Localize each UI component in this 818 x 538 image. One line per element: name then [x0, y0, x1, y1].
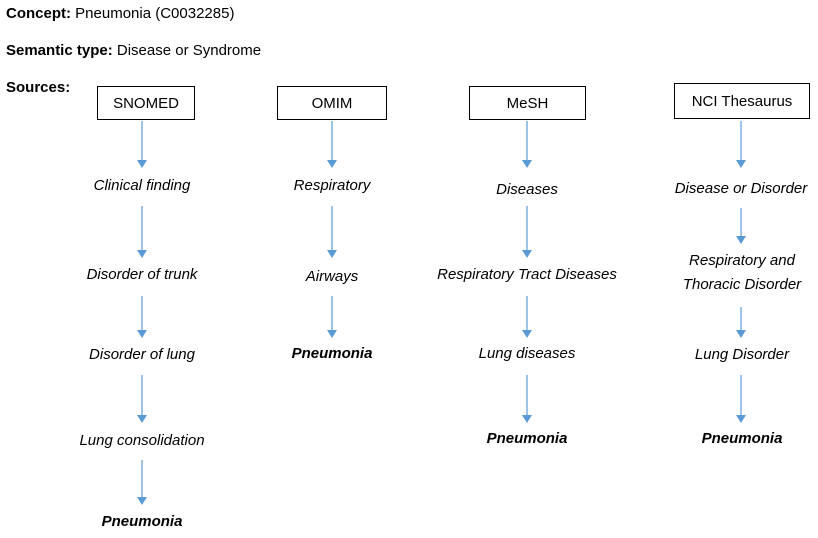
arrow-snomed-3 — [137, 296, 147, 338]
semantic-type-label: Semantic type: — [6, 42, 113, 59]
arrow-nci-3 — [736, 307, 746, 338]
node-snomed-3: Disorder of lung — [89, 346, 195, 363]
source-box-mesh: MeSH — [469, 86, 586, 120]
arrow-snomed-4 — [137, 375, 147, 423]
arrow-snomed-1 — [137, 121, 147, 168]
source-box-nci-thesaurus: NCI Thesaurus — [674, 83, 810, 119]
arrow-snomed-5 — [137, 460, 147, 505]
node-snomed-1: Clinical finding — [93, 177, 191, 194]
semantic-type-line: Semantic type: Disease or Syndrome — [6, 42, 261, 59]
node-mesh-3: Lung diseases — [478, 345, 576, 362]
node-nci-3: Lung Disorder — [694, 346, 790, 363]
node-snomed-2: Disorder of trunk — [86, 266, 198, 283]
arrow-omim-3 — [327, 296, 337, 338]
node-mesh-2: Respiratory Tract Diseases — [437, 266, 617, 283]
source-box-snomed: SNOMED — [97, 86, 195, 120]
concept-value: Pneumonia (C0032285) — [75, 5, 235, 22]
node-nci-1: Disease or Disorder — [674, 180, 808, 197]
node-snomed-leaf: Pneumonia — [101, 513, 183, 530]
arrow-nci-1 — [736, 121, 746, 168]
arrow-mesh-2 — [522, 206, 532, 258]
arrow-nci-2 — [736, 208, 746, 244]
arrow-nci-4 — [736, 375, 746, 423]
arrow-mesh-4 — [522, 375, 532, 423]
node-nci-2: Respiratory and Thoracic Disorder — [682, 252, 802, 293]
arrow-snomed-2 — [137, 206, 147, 258]
source-box-omim: OMIM — [277, 86, 387, 120]
semantic-type-value: Disease or Syndrome — [116, 42, 262, 59]
arrow-omim-1 — [327, 121, 337, 168]
node-omim-2: Airways — [305, 268, 359, 285]
node-mesh-leaf: Pneumonia — [486, 430, 568, 447]
arrow-omim-2 — [327, 206, 337, 258]
node-omim-leaf: Pneumonia — [291, 345, 373, 362]
node-mesh-1: Diseases — [496, 181, 558, 198]
sources-label: Sources: — [6, 79, 71, 96]
concept-line: Concept: Pneumonia (C0032285) — [6, 5, 234, 22]
node-omim-1: Respiratory — [293, 177, 371, 194]
node-nci-leaf: Pneumonia — [701, 430, 783, 447]
arrow-mesh-3 — [522, 296, 532, 338]
concept-label: Concept: — [6, 5, 71, 22]
arrow-mesh-1 — [522, 121, 532, 168]
node-snomed-4: Lung consolidation — [79, 432, 205, 449]
